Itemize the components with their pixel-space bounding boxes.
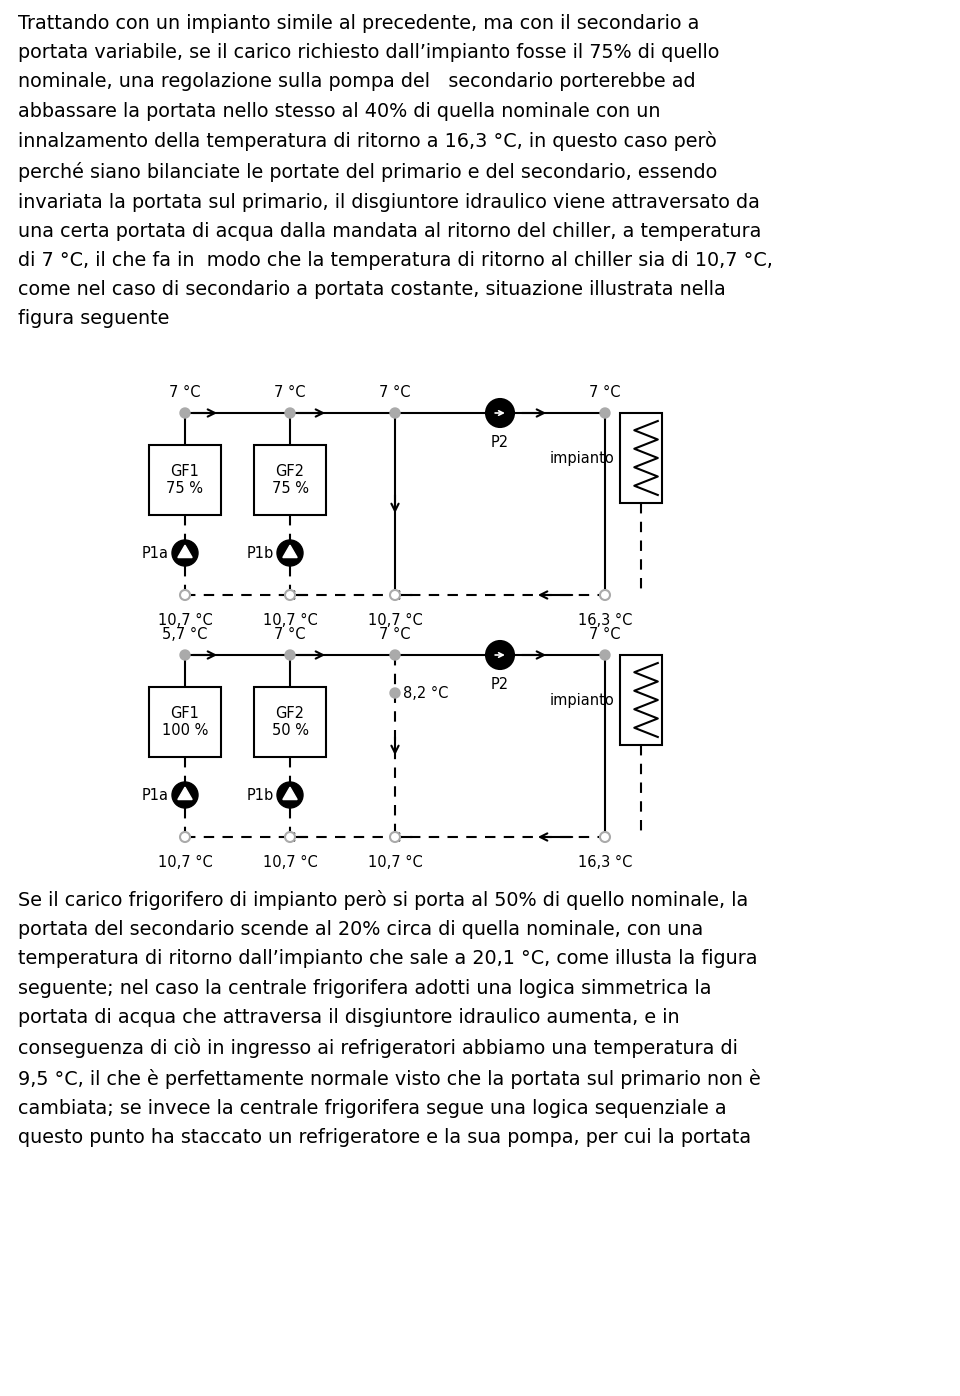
Text: GF2
75 %: GF2 75 % xyxy=(272,463,308,496)
Circle shape xyxy=(285,651,295,660)
Circle shape xyxy=(277,782,303,808)
Text: P1a: P1a xyxy=(142,787,169,803)
Circle shape xyxy=(180,651,190,660)
Bar xyxy=(254,687,326,757)
Text: 16,3 °C: 16,3 °C xyxy=(578,854,633,870)
Text: P1b: P1b xyxy=(247,787,274,803)
Text: Trattando con un impianto simile al precedente, ma con il secondario a
portata v: Trattando con un impianto simile al prec… xyxy=(18,14,773,328)
Circle shape xyxy=(277,540,303,565)
Circle shape xyxy=(285,591,295,600)
Circle shape xyxy=(600,832,610,842)
Circle shape xyxy=(486,641,514,669)
Text: GF1
100 %: GF1 100 % xyxy=(162,706,208,738)
Bar xyxy=(620,655,662,745)
Text: 10,7 °C: 10,7 °C xyxy=(263,854,318,870)
Circle shape xyxy=(172,540,198,565)
Polygon shape xyxy=(283,787,298,800)
Circle shape xyxy=(390,591,400,600)
Text: 7 °C: 7 °C xyxy=(169,385,201,401)
Text: impianto: impianto xyxy=(549,451,614,465)
Circle shape xyxy=(390,651,400,660)
Text: 7 °C: 7 °C xyxy=(275,627,305,642)
Text: P1a: P1a xyxy=(142,546,169,561)
Text: P1b: P1b xyxy=(247,546,274,561)
Circle shape xyxy=(600,408,610,417)
Text: 10,7 °C: 10,7 °C xyxy=(157,613,212,628)
Circle shape xyxy=(486,399,514,427)
Circle shape xyxy=(390,832,400,842)
Text: 10,7 °C: 10,7 °C xyxy=(263,613,318,628)
Circle shape xyxy=(180,591,190,600)
Circle shape xyxy=(390,688,400,698)
Circle shape xyxy=(172,782,198,808)
Text: 10,7 °C: 10,7 °C xyxy=(157,854,212,870)
Bar xyxy=(620,413,662,503)
Circle shape xyxy=(180,832,190,842)
Text: 10,7 °C: 10,7 °C xyxy=(368,613,422,628)
Text: P2: P2 xyxy=(491,677,509,692)
Text: impianto: impianto xyxy=(549,692,614,708)
Text: 7 °C: 7 °C xyxy=(379,385,411,401)
Text: 5,7 °C: 5,7 °C xyxy=(162,627,207,642)
Bar xyxy=(149,687,221,757)
Text: 7 °C: 7 °C xyxy=(379,627,411,642)
Circle shape xyxy=(600,591,610,600)
Bar xyxy=(149,445,221,515)
Circle shape xyxy=(390,408,400,417)
Polygon shape xyxy=(178,546,192,557)
Text: 7 °C: 7 °C xyxy=(275,385,305,401)
Text: P2: P2 xyxy=(491,436,509,450)
Polygon shape xyxy=(283,546,298,557)
Text: 7 °C: 7 °C xyxy=(589,627,621,642)
Circle shape xyxy=(600,651,610,660)
Circle shape xyxy=(285,408,295,417)
Circle shape xyxy=(285,832,295,842)
Text: Se il carico frigorifero di impianto però si porta al 50% di quello nominale, la: Se il carico frigorifero di impianto per… xyxy=(18,891,760,1148)
Text: 16,3 °C: 16,3 °C xyxy=(578,613,633,628)
Polygon shape xyxy=(178,787,192,800)
Text: 10,7 °C: 10,7 °C xyxy=(368,854,422,870)
Text: 8,2 °C: 8,2 °C xyxy=(403,685,448,701)
Bar xyxy=(254,445,326,515)
Circle shape xyxy=(180,408,190,417)
Text: 7 °C: 7 °C xyxy=(589,385,621,401)
Text: GF2
50 %: GF2 50 % xyxy=(272,706,308,738)
Text: GF1
75 %: GF1 75 % xyxy=(166,463,204,496)
